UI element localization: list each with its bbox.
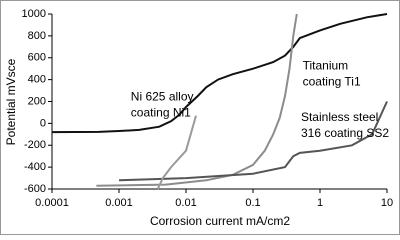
y-tick-label: 800 — [28, 30, 46, 42]
y-tick-label: -600 — [24, 183, 46, 195]
series-line — [118, 101, 388, 182]
x-tick-label: 0.1 — [245, 197, 260, 209]
y-tick-label: 600 — [28, 52, 46, 64]
x-axis-title: Corrosion current mA/cm2 — [150, 214, 290, 228]
chart: Corrosion current mA/cm2 Potential mVsce… — [0, 0, 400, 235]
y-tick-label: 1000 — [22, 8, 46, 20]
annotation: Titanium — [303, 59, 349, 73]
y-tick-label: 200 — [28, 95, 46, 107]
x-tick-label: 0.0001 — [35, 197, 69, 209]
frame — [0, 0, 400, 235]
annotation: Stainless steel — [301, 110, 378, 124]
y-tick-label: -200 — [24, 139, 46, 151]
annotation: Ni 625 alloy — [131, 89, 194, 103]
x-tick-label: 0.001 — [105, 197, 133, 209]
series-line — [156, 115, 197, 190]
x-tick-label: 0.01 — [175, 197, 196, 209]
annotation: 316 coating SS2 — [301, 126, 389, 140]
series-line — [51, 13, 388, 134]
x-tick-label: 1 — [317, 197, 323, 209]
y-tick-label: 0 — [40, 117, 46, 129]
annotation: coating Ni1 — [131, 105, 191, 119]
y-axis-title: Potential mVsce — [4, 58, 18, 145]
x-tick-label: 10 — [381, 197, 393, 209]
series-line — [96, 13, 298, 187]
y-tick-label: -400 — [24, 161, 46, 173]
annotation: coating Ti1 — [303, 75, 361, 89]
y-tick-label: 400 — [28, 74, 46, 86]
